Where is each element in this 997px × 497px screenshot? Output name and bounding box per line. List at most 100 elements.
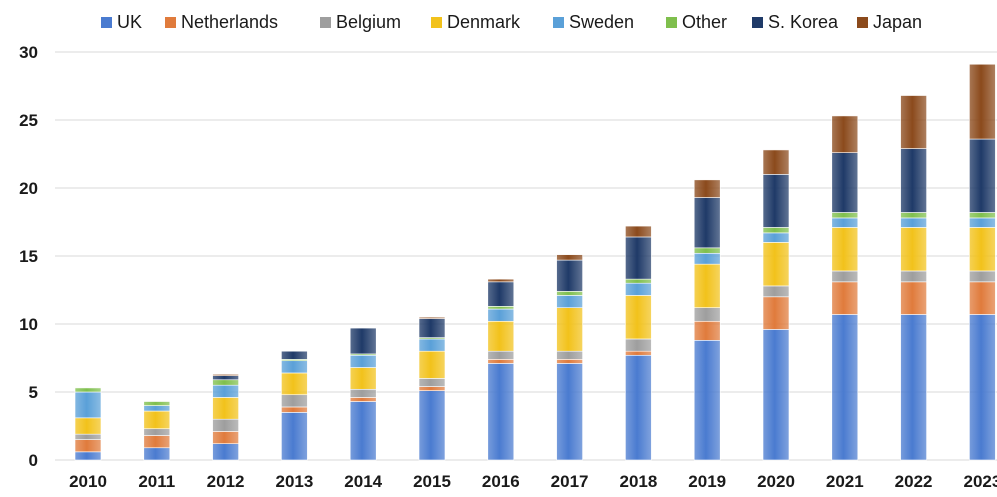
bar-segment-belgium-2020 bbox=[762, 285, 790, 298]
bar-segment-s-korea-2021 bbox=[831, 152, 859, 213]
y-tick-label: 5 bbox=[29, 383, 38, 402]
bar-segment-sweden-2020 bbox=[762, 232, 790, 243]
bar-segment-japan-2017 bbox=[556, 254, 583, 261]
bar-segment-uk-2014 bbox=[349, 401, 377, 461]
bar-segment-belgium-2012 bbox=[212, 418, 239, 432]
bar-segment-s-korea-2020 bbox=[762, 174, 790, 228]
x-tick-label: 2018 bbox=[619, 472, 657, 491]
bar-segment-uk-2013 bbox=[281, 412, 308, 461]
bar-segment-sweden-2018 bbox=[625, 282, 652, 296]
legend: UK Netherlands Belgium Denmark Sweden Other S.… bbox=[101, 12, 922, 32]
bar-segment-denmark-2017 bbox=[556, 307, 583, 352]
bar-segment-other-2018 bbox=[625, 278, 652, 284]
bar-segment-belgium-2022 bbox=[900, 270, 927, 283]
bar-segment-other-2011 bbox=[143, 401, 171, 406]
bar-stack-2021 bbox=[831, 115, 859, 461]
bar-segment-uk-2010 bbox=[74, 451, 102, 461]
bar-segment-sweden-2011 bbox=[143, 405, 171, 412]
legend-label: Sweden bbox=[569, 12, 634, 32]
bar-segment-netherlands-2014 bbox=[349, 397, 377, 402]
legend-item-other: Other bbox=[666, 12, 727, 32]
bar-segment-japan-2019 bbox=[693, 179, 721, 198]
legend-swatch bbox=[431, 17, 442, 28]
x-tick-label: 2023 bbox=[963, 472, 997, 491]
bar-segment-uk-2012 bbox=[212, 443, 239, 461]
x-tick-label: 2011 bbox=[138, 472, 175, 491]
y-tick-label: 10 bbox=[19, 315, 38, 334]
bar-segment-sweden-2023 bbox=[969, 217, 996, 228]
legend-item-denmark: Denmark bbox=[431, 12, 521, 32]
legend-item-netherlands: Netherlands bbox=[165, 12, 278, 32]
bar-segment-netherlands-2010 bbox=[74, 439, 102, 453]
bar-stack-2012 bbox=[212, 374, 239, 461]
x-tick-label: 2019 bbox=[688, 472, 726, 491]
bar-segment-netherlands-2015 bbox=[418, 386, 446, 391]
bar-segment-s-korea-2017 bbox=[556, 259, 583, 292]
bar-segment-denmark-2010 bbox=[74, 417, 102, 435]
bar-segment-netherlands-2013 bbox=[281, 406, 308, 413]
bar-stack-2015 bbox=[418, 316, 446, 461]
bar-segment-sweden-2021 bbox=[831, 217, 859, 228]
bar-stack-2017 bbox=[556, 254, 583, 461]
bar-segment-s-korea-2015 bbox=[418, 318, 446, 338]
bar-segment-netherlands-2022 bbox=[900, 281, 927, 315]
bar-segment-sweden-2022 bbox=[900, 217, 927, 228]
bar-segment-uk-2015 bbox=[418, 390, 446, 461]
bar-segment-s-korea-2022 bbox=[900, 148, 927, 213]
bars bbox=[74, 63, 996, 461]
bar-segment-sweden-2016 bbox=[487, 308, 515, 322]
bar-segment-denmark-2020 bbox=[762, 242, 790, 287]
bar-segment-netherlands-2018 bbox=[625, 350, 652, 356]
legend-label: Other bbox=[682, 12, 727, 32]
x-tick-label: 2017 bbox=[551, 472, 589, 491]
bar-stack-2022 bbox=[900, 95, 927, 461]
bar-segment-sweden-2017 bbox=[556, 295, 583, 308]
x-tick-label: 2012 bbox=[207, 472, 245, 491]
bar-segment-sweden-2013 bbox=[281, 360, 308, 374]
bar-stack-2011 bbox=[143, 401, 171, 461]
bar-segment-denmark-2021 bbox=[831, 227, 859, 272]
y-tick-label: 20 bbox=[19, 179, 38, 198]
y-tick-label: 0 bbox=[29, 451, 38, 470]
legend-swatch bbox=[752, 17, 763, 28]
bar-segment-japan-2012 bbox=[212, 374, 239, 376]
bar-segment-uk-2022 bbox=[900, 314, 927, 461]
legend-label: UK bbox=[117, 12, 142, 32]
bar-segment-other-2016 bbox=[487, 306, 515, 310]
bar-segment-denmark-2018 bbox=[625, 295, 652, 340]
bar-segment-japan-2021 bbox=[831, 115, 859, 153]
legend-label: Netherlands bbox=[181, 12, 278, 32]
bar-segment-s-korea-2013 bbox=[281, 350, 308, 360]
legend-label: Belgium bbox=[336, 12, 401, 32]
bar-segment-netherlands-2016 bbox=[487, 359, 515, 364]
bar-segment-s-korea-2023 bbox=[969, 138, 996, 213]
legend-swatch bbox=[857, 17, 868, 28]
bar-segment-s-korea-2016 bbox=[487, 281, 515, 307]
bar-segment-japan-2020 bbox=[762, 149, 790, 175]
bar-segment-other-2020 bbox=[762, 227, 790, 234]
bar-segment-other-2017 bbox=[556, 291, 583, 296]
x-tick-label: 2016 bbox=[482, 472, 520, 491]
bar-segment-sweden-2014 bbox=[349, 354, 377, 368]
bar-segment-s-korea-2014 bbox=[349, 327, 377, 355]
legend-swatch bbox=[101, 17, 112, 28]
bar-segment-belgium-2021 bbox=[831, 270, 859, 283]
bar-segment-belgium-2016 bbox=[487, 350, 515, 360]
x-tick-label: 2021 bbox=[826, 472, 864, 491]
x-tick-label: 2013 bbox=[275, 472, 313, 491]
legend-item-s-korea: S. Korea bbox=[752, 12, 839, 32]
bar-segment-netherlands-2017 bbox=[556, 359, 583, 364]
bar-segment-japan-2018 bbox=[625, 225, 652, 238]
bar-segment-netherlands-2012 bbox=[212, 431, 239, 444]
bar-segment-japan-2023 bbox=[969, 63, 996, 140]
bar-segment-netherlands-2020 bbox=[762, 296, 790, 330]
bar-segment-other-2019 bbox=[693, 247, 721, 254]
bar-stack-2014 bbox=[349, 327, 377, 461]
x-tick-label: 2014 bbox=[344, 472, 382, 491]
legend-label: Denmark bbox=[447, 12, 521, 32]
bar-segment-s-korea-2018 bbox=[625, 236, 652, 280]
x-tick-label: 2022 bbox=[895, 472, 933, 491]
bar-segment-sweden-2019 bbox=[693, 252, 721, 265]
